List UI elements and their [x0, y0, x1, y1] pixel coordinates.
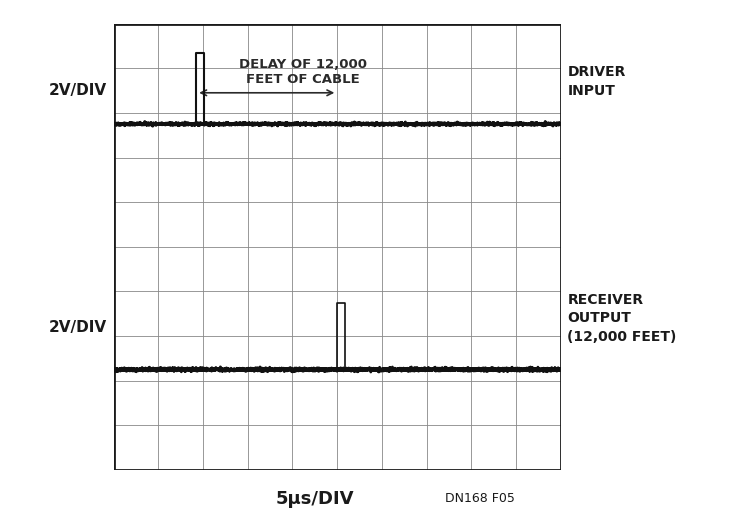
- Text: DN168 F05: DN168 F05: [446, 492, 515, 506]
- Text: 2V/DIV: 2V/DIV: [49, 83, 107, 98]
- Text: RECEIVER
OUTPUT
(12,000 FEET): RECEIVER OUTPUT (12,000 FEET): [567, 293, 677, 343]
- Text: DELAY OF 12,000
FEET OF CABLE: DELAY OF 12,000 FEET OF CABLE: [238, 58, 366, 86]
- Text: 2V/DIV: 2V/DIV: [49, 320, 107, 334]
- Text: DRIVER
INPUT: DRIVER INPUT: [567, 66, 626, 98]
- Text: 5μs/DIV: 5μs/DIV: [276, 490, 354, 508]
